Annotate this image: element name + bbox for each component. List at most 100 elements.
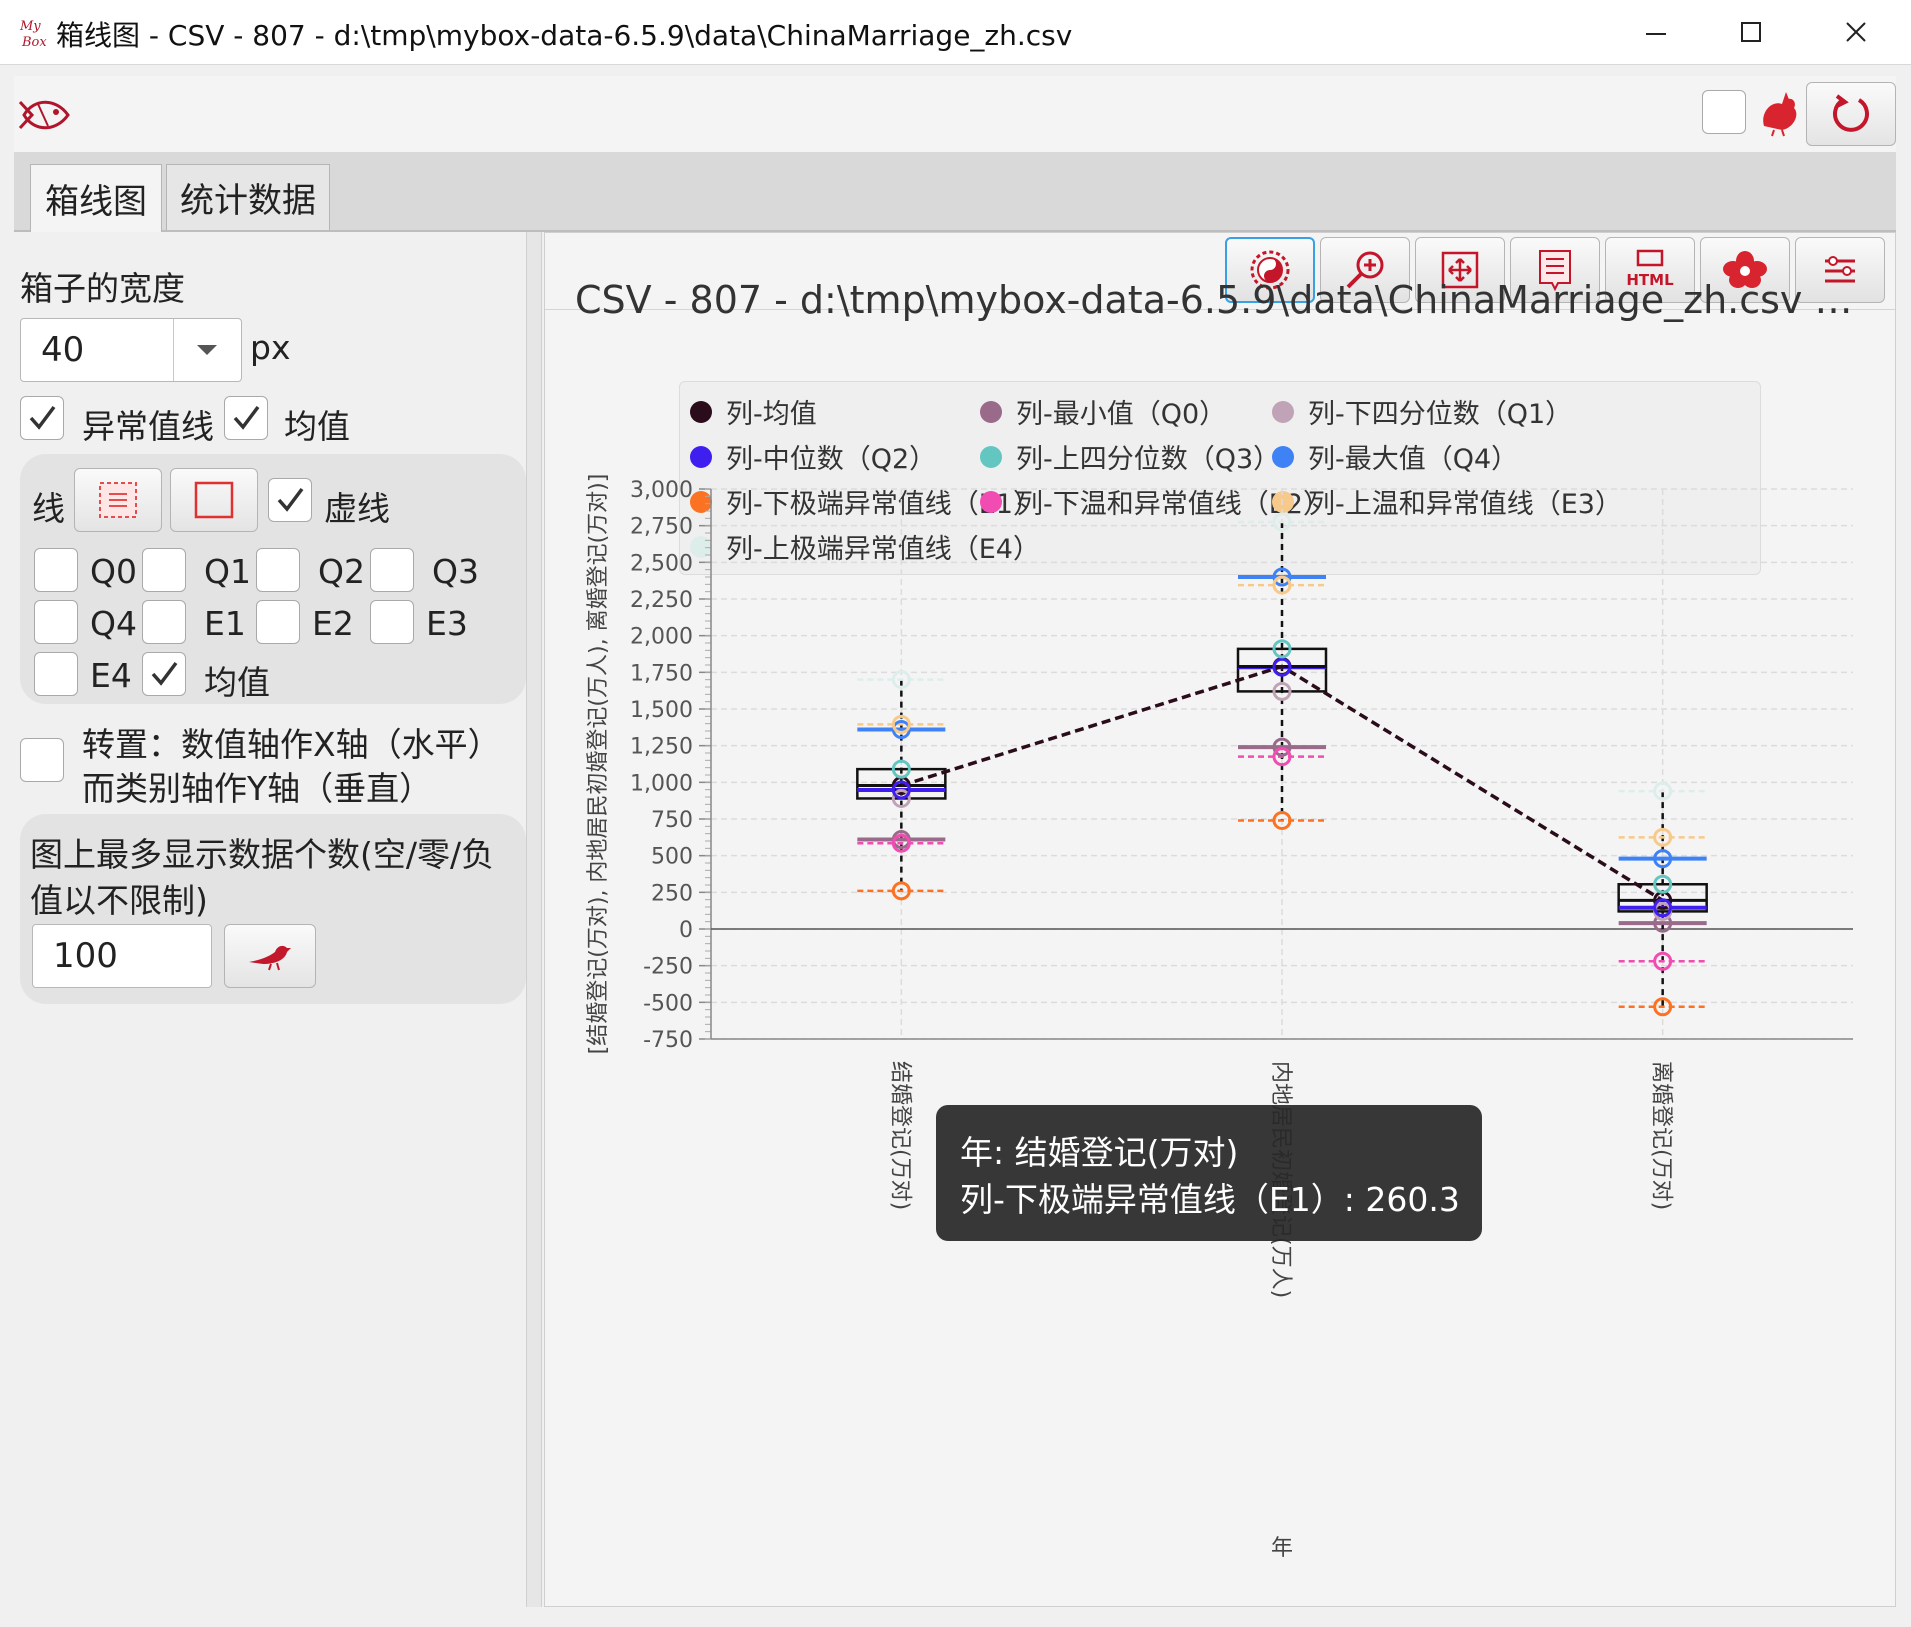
chart-toolbar: HTML (545, 233, 1895, 310)
outlier-lines-label: 异常值线 (82, 407, 214, 446)
boxplot-chart[interactable]: 3,000 2,750 2,500 2,250 2,000 1,750 1,500 1,250… (545, 233, 1895, 1603)
data-point-4 (891, 759, 911, 779)
max-data-input[interactable]: 100 (32, 924, 212, 988)
data-point-9 (891, 670, 911, 690)
legend-item-q4[interactable]: 列-最大值（Q4） (1272, 437, 1518, 476)
window-title: 箱线图 - CSV - 807 - d:\tmp\mybox-data-6.5.… (56, 19, 1073, 52)
maximize-button[interactable] (1721, 8, 1781, 56)
mean-trend-line (900, 664, 1664, 902)
y-tick-label: 750 (651, 808, 693, 833)
max-data-label-line2: 值以不限制) (30, 881, 208, 920)
y-tick-label: 500 (651, 845, 693, 870)
data-point-8 (891, 714, 911, 734)
chart-panel: HTML CSV - 807 - d:\tmp\mybox-data- (544, 232, 1896, 1607)
svg-text:My: My (19, 19, 41, 34)
tab-statistics[interactable]: 统计数据 (166, 164, 330, 230)
tab-boxplot[interactable]: 箱线图 (30, 164, 162, 232)
data-point-6 (1653, 997, 1673, 1017)
transpose-label-line2: 而类别轴作Y轴（垂直） (82, 769, 433, 808)
settings-menu-button[interactable] (1795, 237, 1885, 303)
flower-icon (1723, 251, 1767, 288)
panel-splitter[interactable] (526, 232, 542, 1607)
paper-button[interactable] (1510, 237, 1600, 303)
q0-checkbox[interactable] (34, 548, 78, 592)
line-options-group: 线 虚线 Q0 Q1 Q2 Q3 Q4 E1 E2 E3 (20, 454, 526, 704)
data-point-5 (891, 720, 911, 740)
x-axis-title: 年 (1271, 1536, 1293, 1561)
y-tick-label: 2,500 (630, 551, 693, 576)
e1-checkbox[interactable] (142, 600, 186, 644)
data-point-4 (1653, 874, 1673, 894)
legend-item-q3[interactable]: 列-上四分位数（Q3） (980, 437, 1280, 476)
transpose-checkbox[interactable] (20, 738, 64, 782)
settings-panel: 箱子的宽度 40 px 异常值线 均值 线 虚线 Q0 (14, 232, 526, 1607)
e4-checkbox[interactable] (34, 652, 78, 696)
zoom-in-button[interactable] (1320, 237, 1410, 303)
y-tick-label: 1,500 (630, 698, 693, 723)
y-axis-title: [结婚登记(万对), 内地居民初婚登记(万人), 离婚登记(万对)] (586, 474, 611, 1055)
data-point-7 (891, 833, 911, 853)
box (1236, 647, 1328, 693)
e4-label: E4 (90, 656, 132, 695)
refresh-button[interactable] (1806, 82, 1896, 146)
q2-label: Q2 (318, 552, 365, 591)
legend-item-e4[interactable]: 列-上极端异常值线（E4） (690, 527, 1040, 566)
y-tick-label: 3,000 (630, 478, 693, 503)
legend-item-q0[interactable]: 列-最小值（Q0） (980, 392, 1226, 431)
fit-window-button[interactable] (1415, 237, 1505, 303)
chart-legend: 列-均值 列-最小值（Q0） 列-下四分位数（Q1） 列-中位数（Q2） 列-上… (679, 381, 1761, 575)
data-point-8 (1272, 575, 1292, 595)
legend-item-mean[interactable]: 列-均值 (690, 392, 817, 431)
title-bar: My Box 箱线图 - CSV - 807 - d:\tmp\mybox-da… (0, 0, 1911, 65)
y-tick-label: 250 (651, 881, 693, 906)
fit-window-icon (1441, 251, 1479, 289)
zoom-in-icon (1346, 251, 1384, 289)
topbar-checkbox[interactable] (1702, 90, 1746, 134)
dashed-checkbox[interactable] (268, 478, 312, 522)
q2-checkbox[interactable] (256, 548, 300, 592)
html-icon: HTML (1626, 249, 1674, 289)
box-width-select[interactable]: 40 (20, 318, 242, 382)
outlier-lines-checkbox[interactable] (20, 396, 64, 440)
data-point-6 (1272, 810, 1292, 830)
y-tick-label: 1,750 (630, 661, 693, 686)
e2-label: E2 (312, 604, 354, 643)
y-tick-label: -750 (643, 1028, 693, 1053)
e2-checkbox[interactable] (256, 600, 300, 644)
legend-item-e3[interactable]: 列-上温和异常值线（E3） (1272, 482, 1622, 521)
q3-label: Q3 (432, 552, 479, 591)
e3-checkbox[interactable] (370, 600, 414, 644)
tab-strip: 箱线图 统计数据 (14, 152, 1896, 232)
q1-label: Q1 (204, 552, 251, 591)
q3-checkbox[interactable] (370, 548, 414, 592)
box-color-button[interactable] (170, 468, 258, 532)
close-button[interactable] (1826, 8, 1886, 56)
fish-logo-icon[interactable] (18, 90, 74, 140)
rooster-icon[interactable] (1754, 86, 1802, 138)
apply-max-data-button[interactable] (224, 924, 316, 988)
q4-checkbox[interactable] (34, 600, 78, 644)
data-point-2 (891, 788, 911, 808)
data-point-9 (1272, 512, 1292, 532)
box-width-unit: px (250, 328, 291, 367)
mean-line-label: 均值 (204, 663, 270, 702)
html-button[interactable]: HTML (1605, 237, 1695, 303)
line-color-button[interactable] (74, 468, 162, 532)
mean-line-checkbox[interactable] (142, 652, 186, 696)
mean-checkbox[interactable] (224, 396, 268, 440)
minimize-icon (1646, 33, 1666, 35)
dashed-label: 虚线 (324, 489, 390, 528)
flower-button[interactable] (1700, 237, 1790, 303)
chevron-down-icon (197, 345, 217, 355)
data-point-4 (1272, 639, 1292, 659)
svg-text:HTML: HTML (1626, 271, 1674, 289)
data-point-5 (1653, 849, 1673, 869)
taiji-button[interactable] (1225, 237, 1315, 303)
legend-item-q2[interactable]: 列-中位数（Q2） (690, 437, 936, 476)
checkmark-icon (29, 405, 56, 430)
legend-item-q1[interactable]: 列-下四分位数（Q1） (1272, 392, 1572, 431)
checkmark-icon (233, 405, 260, 430)
minimize-button[interactable] (1626, 8, 1686, 56)
q1-checkbox[interactable] (142, 548, 186, 592)
q4-label: Q4 (90, 604, 137, 643)
